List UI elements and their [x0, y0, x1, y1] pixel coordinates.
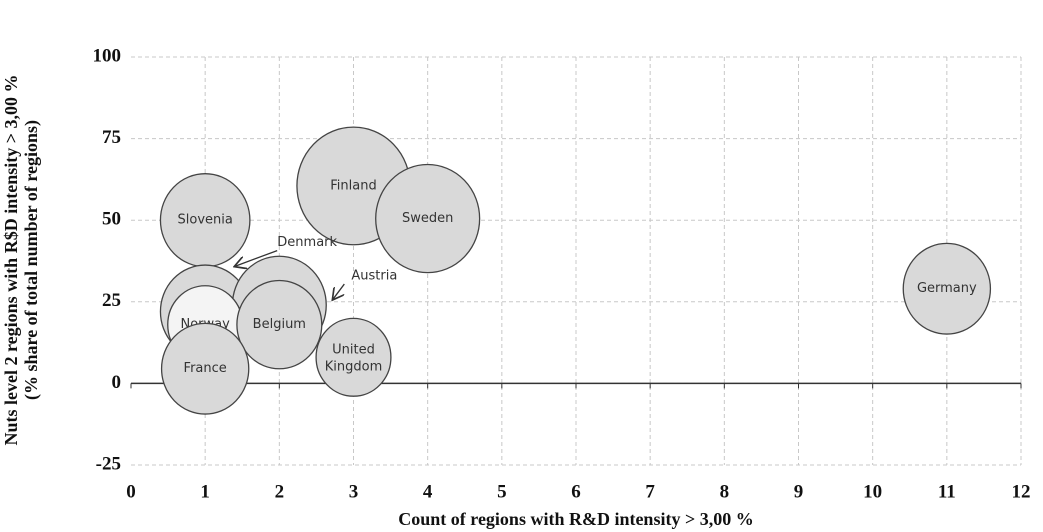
bubble-label: France	[184, 361, 227, 376]
x-tick-label: 0	[126, 481, 136, 502]
annotation: Austria	[351, 269, 397, 284]
annotation-arrow	[332, 283, 345, 300]
x-tick-label: 8	[720, 481, 730, 502]
bubble-label: Belgium	[253, 317, 306, 332]
x-axis-label: Count of regions with R&D intensity > 3,…	[398, 509, 753, 529]
annotation-arrow	[234, 249, 278, 267]
bubble-label: Finland	[330, 178, 376, 193]
annotation: Denmark	[277, 235, 337, 250]
bubble-label: Germany	[917, 281, 977, 296]
y-axis-label: Nuts level 2 regions with R$D intensity …	[1, 75, 21, 446]
x-tick-label: 6	[571, 481, 581, 502]
y-axis-label: (% share of total number of regions)	[21, 120, 42, 400]
y-tick-label: -25	[96, 453, 121, 474]
y-tick-label: 100	[93, 45, 122, 66]
x-tick-label: 12	[1012, 481, 1031, 502]
y-tick-label: 25	[102, 290, 121, 311]
bubble	[375, 163, 481, 274]
x-tick-label: 10	[863, 481, 882, 502]
bubble	[902, 242, 992, 335]
y-tick-label: 0	[112, 372, 122, 393]
x-tick-label: 3	[349, 481, 359, 502]
bubble	[315, 317, 392, 397]
x-tick-label: 2	[275, 481, 285, 502]
x-tick-label: 1	[200, 481, 210, 502]
x-tick-label: 9	[794, 481, 804, 502]
x-tick-label: 5	[497, 481, 507, 502]
bubble	[160, 322, 250, 415]
y-tick-label: 50	[102, 209, 121, 230]
y-tick-label: 75	[102, 127, 121, 148]
bubble-label: Slovenia	[178, 213, 233, 228]
x-tick-label: 11	[938, 481, 956, 502]
x-tick-label: 4	[423, 481, 433, 502]
bubble-label: Sweden	[402, 211, 453, 226]
bubble	[236, 279, 323, 370]
bubble-label: United Kingdom	[325, 342, 383, 374]
x-tick-label: 7	[645, 481, 655, 502]
